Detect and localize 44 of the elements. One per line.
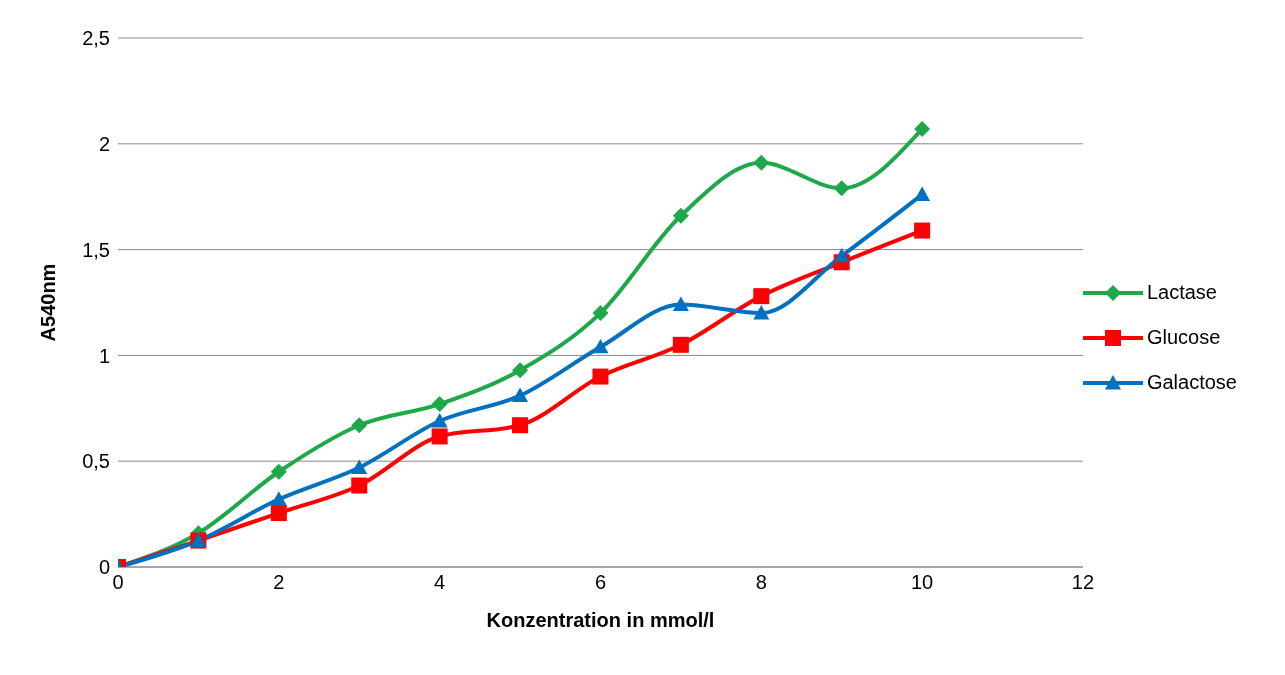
- point: [833, 180, 850, 197]
- point: [351, 417, 368, 434]
- y-axis-title: A540nm: [37, 263, 60, 342]
- y-tick-label: 1,5: [82, 238, 110, 261]
- point: [512, 362, 529, 379]
- point: [672, 296, 689, 312]
- point: [431, 396, 448, 413]
- x-tick-label: 4: [434, 571, 446, 594]
- x-tick-label: 10: [910, 571, 934, 594]
- x-tick-label: 0: [112, 571, 124, 594]
- point: [753, 154, 770, 171]
- point: [914, 120, 931, 137]
- y-tick-label: 2: [98, 132, 110, 155]
- point: [753, 305, 770, 320]
- point: [592, 305, 609, 322]
- point: [914, 186, 931, 201]
- point: [270, 505, 287, 522]
- y-tick-label: 0,5: [82, 450, 110, 473]
- legend-label: Galactose: [1146, 371, 1237, 394]
- point: [914, 222, 931, 239]
- x-tick-label: 2: [273, 571, 285, 594]
- point: [672, 336, 689, 353]
- point: [351, 477, 368, 494]
- point: [592, 368, 609, 385]
- y-tick-label: 2,5: [82, 27, 110, 50]
- point: [833, 247, 850, 263]
- point: [270, 491, 287, 506]
- point: [512, 417, 529, 434]
- point: [351, 459, 368, 474]
- y-tick-label: 0: [98, 556, 110, 579]
- x-tick-label: 6: [594, 571, 607, 594]
- legend-label: Glucose: [1146, 326, 1221, 349]
- point: [270, 463, 287, 480]
- point: [592, 338, 609, 354]
- point: [753, 288, 770, 305]
- point: [512, 387, 529, 402]
- point: [672, 207, 689, 224]
- point: [431, 413, 448, 428]
- x-tick-label: 12: [1071, 571, 1095, 594]
- x-tick-label: 8: [755, 571, 767, 594]
- y-tick-label: 1: [98, 344, 110, 367]
- legend-label: Lactase: [1146, 281, 1217, 304]
- x-axis-title: Konzentration in mmol/l: [486, 609, 715, 631]
- point: [431, 428, 448, 445]
